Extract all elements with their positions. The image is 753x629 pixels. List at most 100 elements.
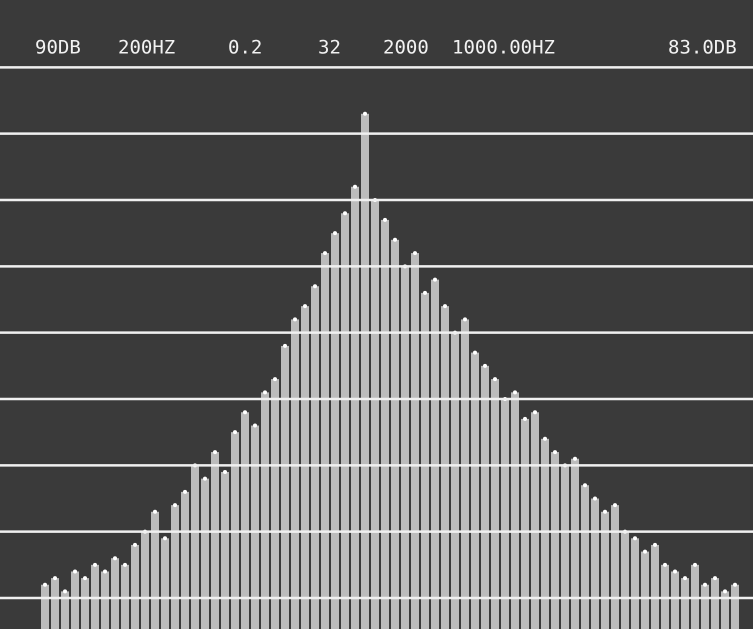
bar [401,266,409,629]
bar [651,545,659,629]
bar [471,353,479,629]
bar [371,200,379,629]
bar [671,571,679,629]
bar [141,532,149,629]
bar [191,465,199,629]
bar [711,578,719,629]
bar-tip [473,351,477,355]
bar-tip [53,576,57,580]
bar-tip [233,430,237,434]
readout-field: 83.0DB [668,37,737,59]
bar [501,399,509,629]
bar-tip [83,576,87,580]
bar [441,306,449,629]
bar-tip [293,317,297,321]
bar-tip [223,470,227,474]
bar [221,472,229,629]
page: {"chart_data": {"type": "bar", "readout"… [0,0,753,629]
bar-tip [213,450,217,454]
bar-tip [433,278,437,282]
bar [571,459,579,629]
bar-tip [173,503,177,507]
bar-tip [333,231,337,235]
bar [271,379,279,629]
bar-tip [593,497,597,501]
bar-tip [573,457,577,461]
bar [321,253,329,629]
bar [331,233,339,629]
bar-tip [323,251,327,255]
bar-tip [43,583,47,587]
bar-tip [723,589,727,593]
bar-tip [513,390,517,394]
bar [101,571,109,629]
bar-tip [673,569,677,573]
bar-tip [383,218,387,222]
bar-tip [393,238,397,242]
bar-tip [553,450,557,454]
bar-tip [423,291,427,295]
bar [71,571,79,629]
bar [311,286,319,629]
bar [151,512,159,629]
bar-tip [253,424,257,428]
bar [611,505,619,629]
bar [581,485,589,629]
bar-tip [203,477,207,481]
bar [481,366,489,629]
bar-tip [543,437,547,441]
readout-field: 90DB [35,37,81,59]
readout-field: 32 [318,37,341,59]
bar [591,499,599,629]
readout-field: 2000 [383,37,429,59]
bar-tip [343,211,347,215]
bar [201,479,209,629]
bar-tip [63,589,67,593]
bar-tip [353,185,357,189]
bar [451,333,459,629]
bar-tip [523,417,527,421]
bar-tip [703,583,707,587]
bar-tip [583,483,587,487]
bar [281,346,289,629]
bar [181,492,189,629]
bar [491,379,499,629]
readout-field: 1000.00HZ [452,37,555,59]
bar [601,512,609,629]
bar-tip [443,304,447,308]
bar [351,187,359,629]
bar [381,220,389,629]
bar [211,452,219,629]
analyzer-screen: 90DB200HZ0.23220001000.00HZ83.0DB [0,0,753,629]
bar-tip [303,304,307,308]
bar-tip [123,563,127,567]
bar-tip [413,251,417,255]
bar [261,392,269,629]
bar-tip [463,317,467,321]
bar [411,253,419,629]
bar-tip [363,112,367,116]
readout-field: 0.2 [228,37,262,59]
bar [291,319,299,629]
bar [81,578,89,629]
bar-tip [653,543,657,547]
bar-tip [263,390,267,394]
bar [531,412,539,629]
bar [461,319,469,629]
bar [241,412,249,629]
bar-tip [613,503,617,507]
bar [51,578,59,629]
bar [641,552,649,629]
bar [561,465,569,629]
bar [111,558,119,629]
bar [541,439,549,629]
bar-tip [183,490,187,494]
bar-tip [603,510,607,514]
bar-tip [163,536,167,540]
bar-tip [643,550,647,554]
bar [391,240,399,629]
bar [731,585,739,629]
bar-tip [483,364,487,368]
bar [421,293,429,629]
bar-tip [243,410,247,414]
